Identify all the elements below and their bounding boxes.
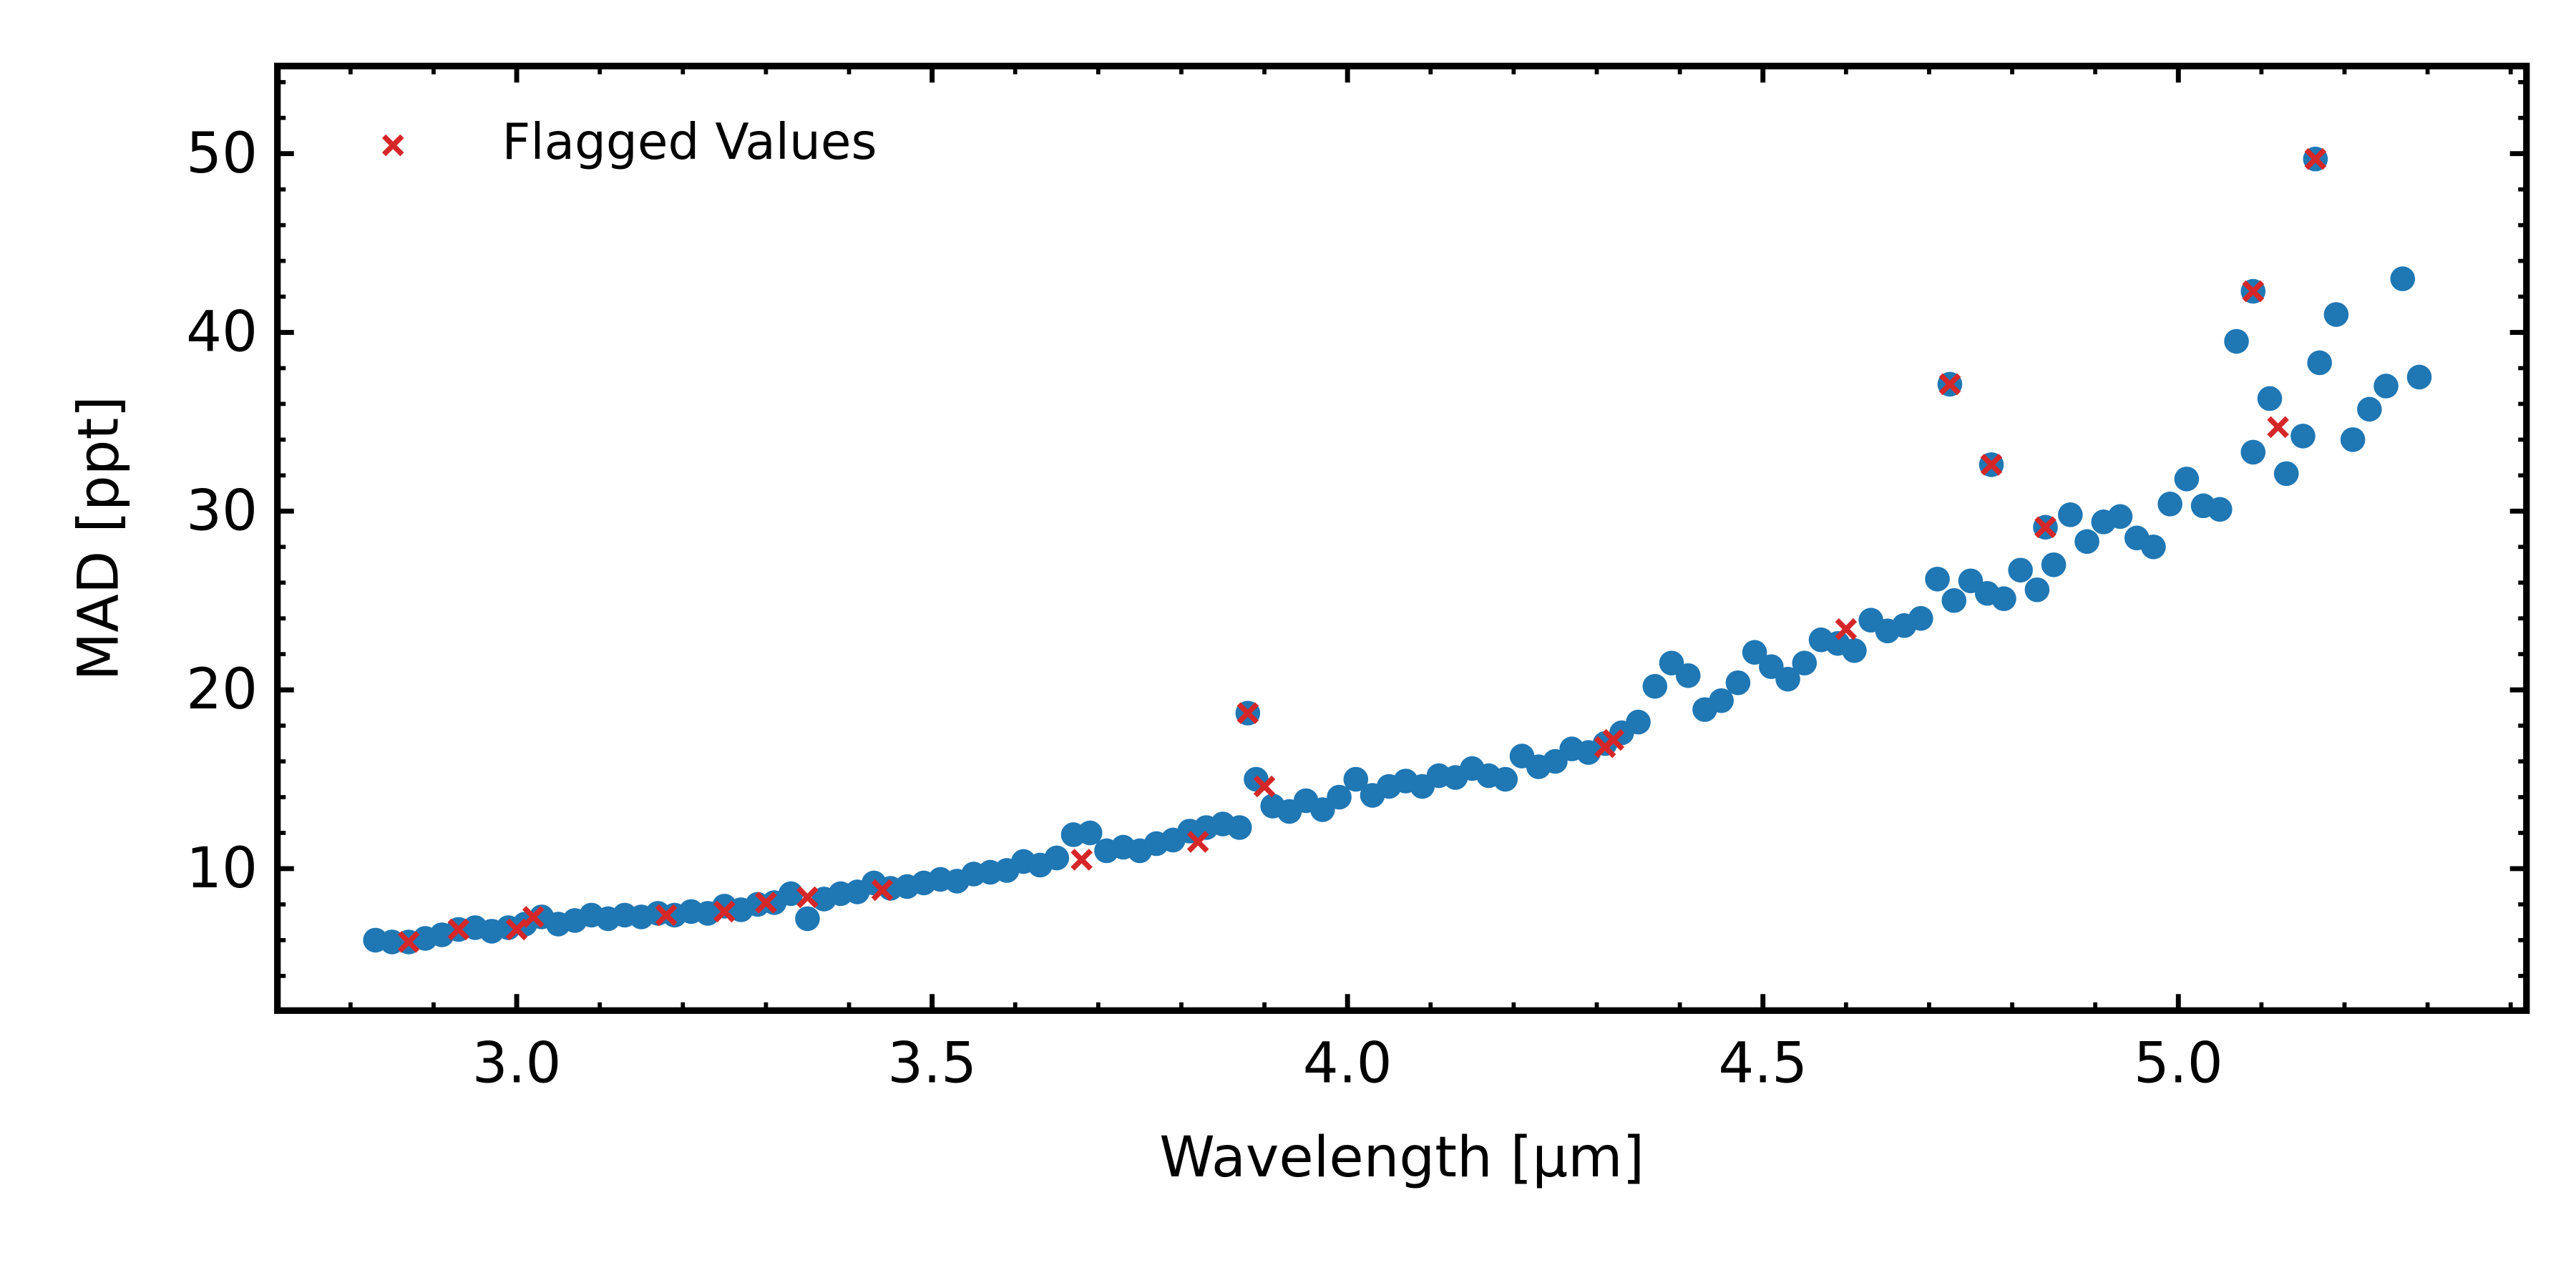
- point: [2240, 439, 2266, 465]
- point: [1991, 586, 2016, 612]
- point: [1742, 640, 1767, 665]
- legend-marker: [381, 134, 404, 157]
- point: [2074, 529, 2099, 555]
- point: [1343, 766, 1369, 792]
- flag-marker: [796, 886, 819, 909]
- flag-marker: [755, 892, 777, 914]
- point: [1908, 605, 1933, 631]
- y-tick-label: 30: [186, 477, 258, 543]
- flag-marker: [522, 906, 545, 928]
- flag-marker: [2034, 516, 2057, 539]
- flag-marker: [2267, 416, 2289, 439]
- point: [1925, 566, 1950, 592]
- x-axis-label: Wavelength [μm]: [1159, 1124, 1644, 1190]
- point: [2323, 302, 2349, 327]
- flag-marker: [505, 918, 528, 941]
- point: [2008, 557, 2033, 583]
- point: [2157, 492, 2182, 517]
- point: [2058, 502, 2083, 527]
- flag-marker: [397, 931, 420, 953]
- flag-marker: [1070, 849, 1093, 871]
- point: [1792, 650, 1818, 675]
- point: [2307, 350, 2332, 376]
- y-tick-label: 40: [186, 299, 258, 365]
- flag-marker: [447, 918, 470, 941]
- point: [1493, 766, 1518, 792]
- point: [2141, 534, 2166, 560]
- point: [2224, 328, 2249, 354]
- y-tick-label: 50: [186, 120, 258, 186]
- point: [1626, 709, 1651, 735]
- legend-label: Flagged Values: [502, 114, 877, 171]
- flag-marker: [2304, 147, 2327, 170]
- point: [1327, 784, 1352, 810]
- flag-marker: [1602, 728, 1625, 751]
- flag-marker: [2242, 280, 2265, 303]
- y-axis-label: MAD [ppt]: [66, 396, 132, 680]
- x-tick-label: 4.0: [1303, 1030, 1392, 1096]
- point: [1642, 673, 1668, 699]
- point: [2390, 266, 2416, 291]
- flag-marker: [1980, 454, 2003, 476]
- x-tick-label: 3.5: [887, 1030, 977, 1096]
- flag-marker: [1835, 618, 1858, 640]
- point: [2107, 504, 2133, 530]
- x-tick-label: 3.0: [472, 1030, 562, 1096]
- point: [1941, 587, 1967, 613]
- x-tick-label: 4.5: [1718, 1030, 1807, 1096]
- flag-marker: [1938, 373, 1961, 396]
- point: [1725, 670, 1751, 696]
- y-tick-label: 10: [186, 835, 258, 901]
- point: [2174, 467, 2200, 492]
- point: [2340, 427, 2366, 452]
- point: [795, 906, 820, 932]
- point: [2257, 386, 2283, 411]
- point: [2273, 461, 2299, 487]
- flag-marker: [655, 904, 678, 927]
- point: [1044, 845, 1070, 871]
- plot-frame: [274, 62, 2530, 1014]
- point: [2024, 577, 2050, 602]
- flag-marker: [713, 900, 736, 923]
- point: [2373, 374, 2399, 399]
- point: [1775, 666, 1800, 692]
- point: [2290, 424, 2316, 449]
- point: [2041, 552, 2067, 577]
- point: [2406, 364, 2432, 390]
- point: [2207, 497, 2233, 522]
- point: [2357, 396, 2382, 422]
- point: [1675, 663, 1701, 688]
- point: [778, 881, 804, 907]
- point: [1077, 820, 1103, 846]
- flag-marker: [1253, 775, 1276, 798]
- x-tick-label: 5.0: [2134, 1030, 2223, 1096]
- flag-marker: [1186, 831, 1209, 853]
- flag-marker: [1236, 702, 1259, 724]
- y-tick-label: 20: [186, 656, 258, 722]
- point: [1226, 815, 1252, 840]
- flag-marker: [871, 879, 894, 902]
- point: [1709, 688, 1734, 713]
- point: [1842, 638, 1867, 663]
